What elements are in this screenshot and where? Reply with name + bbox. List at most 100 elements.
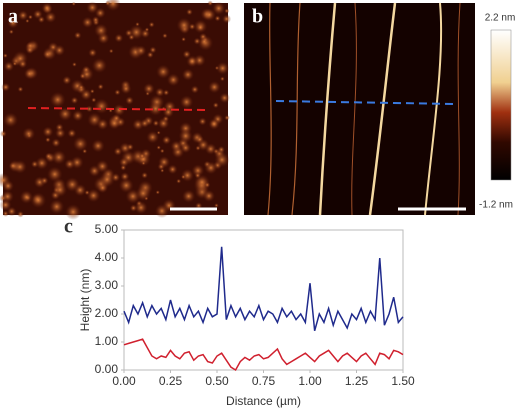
texture bbox=[202, 189, 216, 203]
texture bbox=[170, 140, 183, 153]
texture bbox=[30, 192, 47, 209]
plot-frame bbox=[123, 229, 404, 371]
texture bbox=[17, 86, 24, 93]
texture bbox=[23, 67, 36, 80]
texture bbox=[7, 17, 19, 29]
texture bbox=[1, 82, 11, 92]
texture bbox=[70, 96, 79, 105]
texture bbox=[35, 156, 49, 170]
afm-image-a bbox=[0, 0, 232, 220]
texture bbox=[178, 128, 193, 144]
texture bbox=[188, 23, 196, 31]
texture bbox=[42, 126, 54, 138]
texture bbox=[224, 114, 230, 121]
texture bbox=[65, 203, 82, 220]
texture bbox=[146, 130, 160, 144]
y-tick-label: 0.00 bbox=[95, 362, 119, 376]
data-line bbox=[123, 338, 404, 372]
data-line bbox=[123, 246, 404, 332]
texture bbox=[190, 85, 200, 94]
texture bbox=[162, 106, 175, 118]
texture bbox=[155, 190, 160, 195]
x-tick-label: 0.00 bbox=[112, 374, 136, 388]
texture bbox=[32, 9, 43, 20]
texture bbox=[2, 53, 8, 59]
texture bbox=[71, 1, 76, 6]
x-tick-label: 0.25 bbox=[159, 374, 183, 388]
texture bbox=[41, 2, 53, 14]
texture bbox=[108, 48, 114, 54]
texture bbox=[146, 51, 154, 59]
texture bbox=[207, 0, 213, 7]
texture bbox=[96, 118, 109, 131]
texture bbox=[99, 171, 115, 188]
texture bbox=[161, 135, 172, 145]
texture bbox=[44, 152, 53, 161]
texture bbox=[118, 157, 130, 168]
y-tick-label: 3.00 bbox=[95, 278, 119, 292]
texture bbox=[156, 145, 161, 150]
texture bbox=[152, 119, 160, 127]
texture bbox=[154, 203, 169, 219]
texture bbox=[105, 0, 111, 6]
texture bbox=[67, 128, 77, 138]
texture bbox=[181, 36, 187, 42]
texture bbox=[58, 106, 73, 121]
y-tick-label: 1.00 bbox=[95, 334, 119, 348]
texture bbox=[25, 18, 30, 24]
texture bbox=[91, 97, 97, 103]
texture bbox=[128, 33, 135, 41]
texture bbox=[199, 36, 210, 47]
y-tick-label: 4.00 bbox=[95, 250, 119, 264]
texture bbox=[3, 61, 15, 72]
texture bbox=[156, 130, 161, 135]
texture bbox=[166, 73, 180, 87]
texture bbox=[118, 177, 134, 193]
texture bbox=[113, 103, 126, 117]
texture bbox=[204, 161, 218, 175]
panel-label: c bbox=[64, 216, 73, 238]
texture bbox=[180, 142, 192, 154]
texture bbox=[91, 139, 105, 153]
texture bbox=[129, 204, 138, 212]
texture bbox=[51, 149, 67, 165]
texture bbox=[222, 14, 232, 24]
texture bbox=[204, 181, 211, 189]
texture bbox=[157, 117, 170, 130]
colorbar-label: 2.2 nm bbox=[485, 13, 516, 24]
texture bbox=[193, 37, 201, 45]
texture bbox=[113, 147, 123, 156]
texture bbox=[135, 21, 140, 27]
texture bbox=[179, 95, 194, 109]
texture bbox=[45, 136, 51, 143]
texture bbox=[30, 160, 39, 169]
texture bbox=[94, 7, 106, 19]
profile-line-a bbox=[27, 107, 206, 111]
texture bbox=[140, 118, 150, 128]
texture bbox=[71, 62, 77, 67]
texture bbox=[134, 201, 148, 215]
texture bbox=[135, 45, 147, 57]
texture bbox=[8, 29, 14, 35]
texture bbox=[0, 130, 7, 138]
texture bbox=[141, 171, 149, 179]
texture bbox=[52, 182, 68, 198]
x-tick-label: 1.00 bbox=[298, 374, 322, 388]
texture bbox=[181, 68, 195, 81]
texture bbox=[156, 64, 171, 79]
y-tick-label: 5.00 bbox=[95, 222, 119, 236]
texture bbox=[158, 155, 171, 169]
texture bbox=[139, 153, 146, 159]
colorbar bbox=[490, 29, 512, 181]
texture bbox=[217, 145, 226, 154]
texture bbox=[62, 75, 72, 85]
x-tick-label: 1.50 bbox=[391, 374, 415, 388]
texture bbox=[81, 16, 94, 29]
texture bbox=[79, 72, 86, 80]
profile-line-b bbox=[275, 100, 456, 105]
texture bbox=[126, 143, 134, 151]
texture bbox=[214, 203, 219, 208]
texture bbox=[198, 117, 207, 126]
texture bbox=[212, 102, 219, 109]
